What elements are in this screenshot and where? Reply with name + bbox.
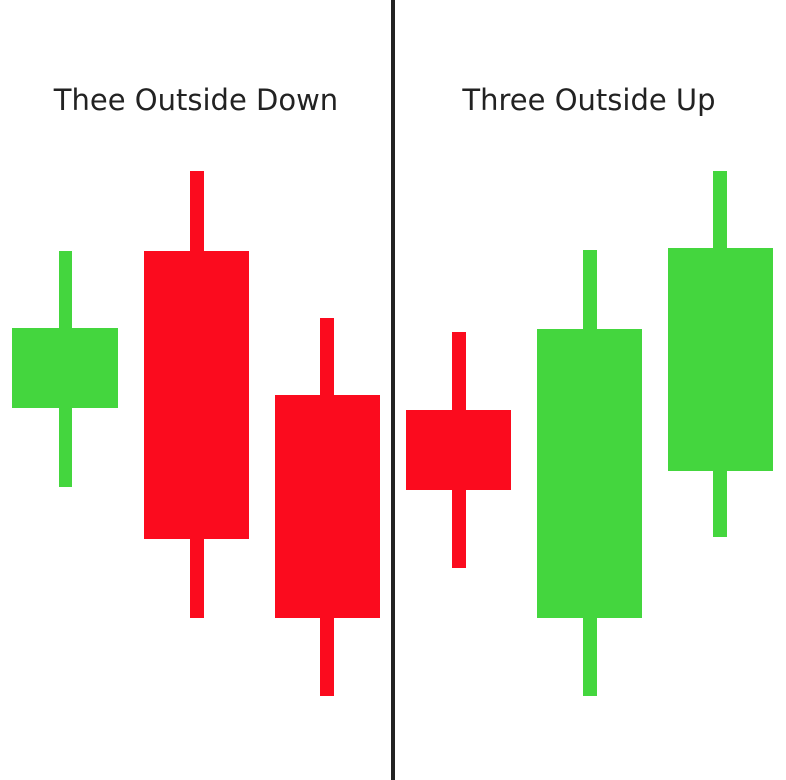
- candle-body: [144, 251, 249, 539]
- candle-body: [537, 329, 642, 618]
- candle-body: [668, 248, 773, 471]
- panel-title-outside-down: Thee Outside Down: [53, 83, 338, 117]
- candle-body: [406, 410, 511, 490]
- panel-divider: [391, 0, 395, 780]
- candle-body: [12, 328, 118, 408]
- candle-outside-up-2: [537, 250, 642, 696]
- candle-outside-down-2: [144, 171, 249, 618]
- candle-outside-down-1: [12, 251, 118, 487]
- candle-body: [275, 395, 380, 618]
- panel-title-outside-up: Three Outside Up: [461, 83, 715, 117]
- panel-three-outside-down: Thee Outside Down: [12, 83, 380, 696]
- panel-three-outside-up: Three Outside Up: [406, 83, 773, 696]
- candle-outside-up-3: [668, 171, 773, 537]
- candle-outside-down-3: [275, 318, 380, 696]
- candle-outside-up-1: [406, 332, 511, 568]
